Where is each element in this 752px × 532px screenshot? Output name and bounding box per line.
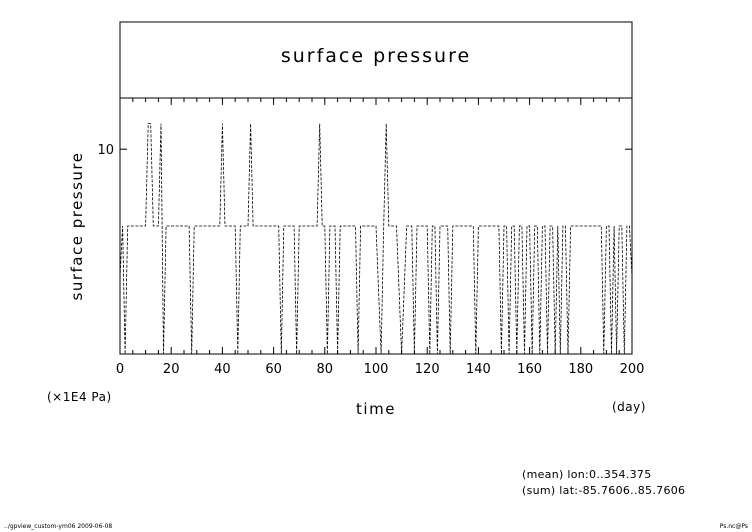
x-tick-label: 100 [364, 362, 389, 377]
x-tick-label: 20 [163, 362, 180, 377]
x-tick-label: 160 [517, 362, 542, 377]
x-tick-label: 120 [415, 362, 440, 377]
y-axis-label: surface pressure [68, 152, 86, 301]
mean-annotation: (mean) lon:0..354.375 [522, 468, 652, 481]
sum-annotation: (sum) lat:-85.7606..85.7606 [522, 484, 685, 497]
x-tick-label: 140 [466, 362, 491, 377]
x-tick-label: 80 [317, 362, 334, 377]
x-tick-label: 0 [116, 362, 124, 377]
series-group [119, 123, 633, 355]
x-tick-label: 200 [620, 362, 645, 377]
x-axis-tick-labels: 0 20 40 60 80 100 120 140 160 180 200 [116, 362, 645, 377]
footer-right: Ps.nc@Ps [720, 523, 748, 530]
footer-left: ../gpview_custom-ym06 2009-06-08 [4, 523, 112, 530]
x-axis-label: time [356, 400, 396, 418]
x-tick-label: 60 [265, 362, 282, 377]
chart-title: surface pressure [281, 45, 471, 67]
series-line [119, 123, 633, 355]
x-axis-ticks [119, 98, 633, 354]
x-axis-unit: (day) [612, 400, 646, 414]
x-tick-label: 180 [568, 362, 593, 377]
y-axis-tick-labels: 10 [97, 143, 114, 158]
x-tick-label: 40 [214, 362, 231, 377]
y-axis-unit: (×1E4 Pa) [47, 390, 112, 404]
y-tick-label: 10 [97, 143, 114, 158]
